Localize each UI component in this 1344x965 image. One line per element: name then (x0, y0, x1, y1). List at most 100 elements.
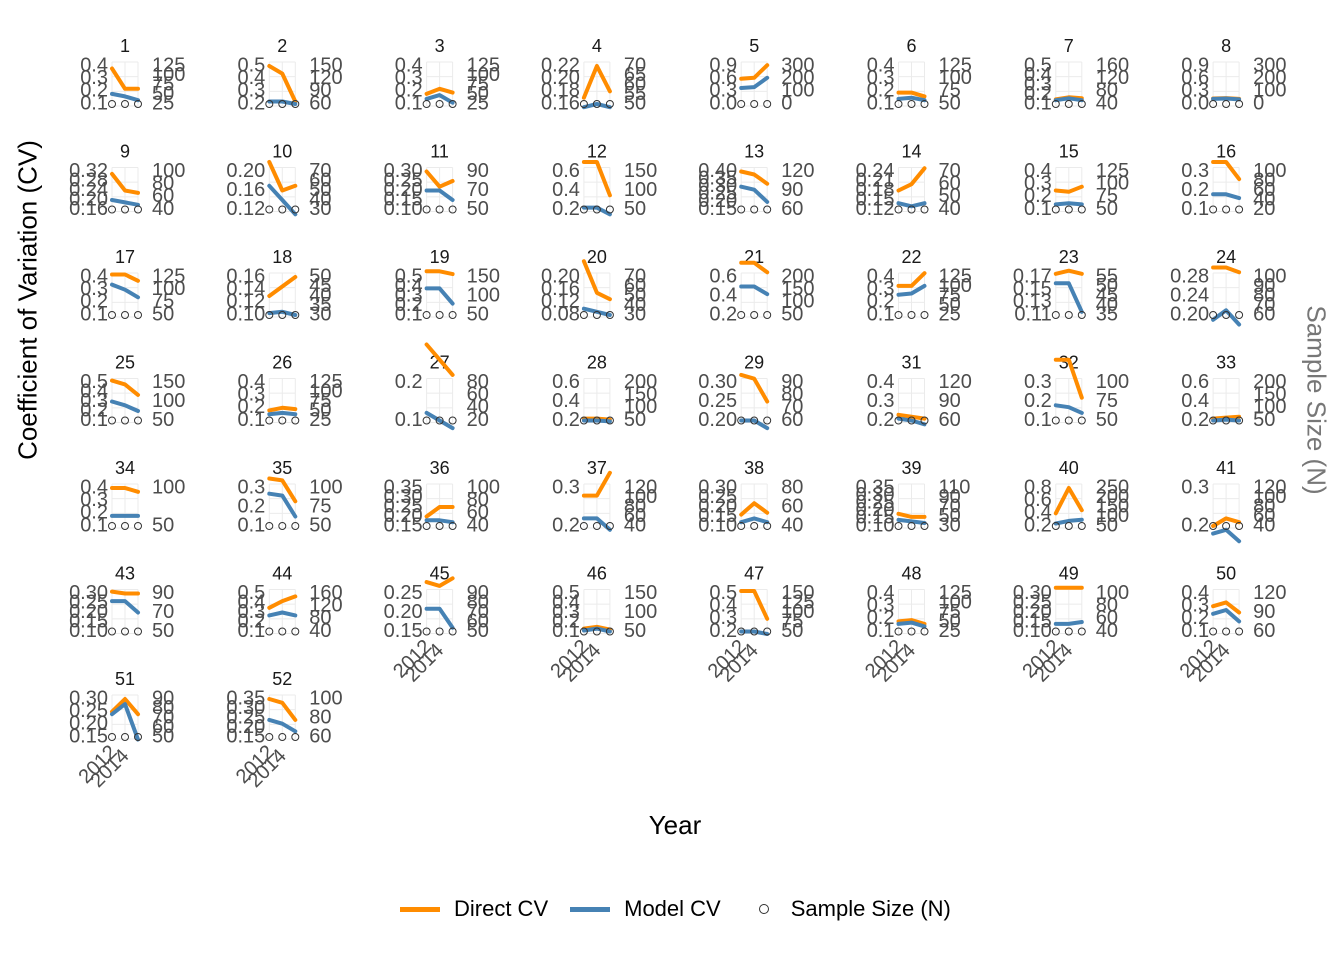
y-tick-label: 0.15 (698, 198, 737, 220)
sample-size-point (1077, 100, 1086, 108)
y2-tick-label: 100 (624, 486, 657, 508)
y2-tick-label: 80 (1253, 284, 1275, 306)
facet-strip-label: 45 (430, 564, 450, 584)
sample-size-point (108, 311, 116, 319)
direct-cv-line (1211, 516, 1242, 528)
y2-tick-label: 55 (624, 83, 646, 105)
y2-tick-label: 80 (467, 371, 489, 393)
sample-size-point (579, 100, 588, 108)
model-cv-line (267, 717, 298, 734)
y2-tick-label: 60 (1096, 607, 1118, 629)
y2-tick-label: 40 (624, 294, 646, 316)
y-tick-label: 0.0 (1181, 92, 1209, 114)
y2-tick-label: 50 (309, 265, 331, 287)
sample-size-point (1051, 522, 1060, 530)
sample-size-point (1222, 311, 1231, 319)
legend-label-direct: Direct CV (454, 896, 549, 921)
y2-tick-label: 90 (781, 179, 803, 201)
y2-tick-label: 100 (152, 476, 185, 498)
legend-label-model: Model CV (624, 896, 721, 921)
y2-tick-label: 100 (1253, 396, 1286, 418)
sample-size-point (435, 522, 444, 530)
y-tick-label: 0.20 (226, 160, 265, 182)
y2-tick-label: 45 (309, 275, 331, 297)
y2-tick-label: 60 (309, 725, 331, 747)
y-tick-label: 0.25 (226, 706, 265, 728)
model-cv-line (581, 626, 612, 634)
direct-cv-line (110, 486, 140, 494)
y-tick-label: 0.9 (709, 54, 737, 76)
sample-size-point (1222, 205, 1231, 214)
y-tick-label: 0.30 (856, 484, 895, 506)
y2-tick-label: 150 (781, 278, 814, 300)
sample-size-point (121, 733, 129, 741)
y2-tick-label: 60 (624, 73, 646, 95)
y2-tick-label: 50 (152, 620, 174, 642)
sample-size-point (291, 416, 300, 425)
y2-tick-label: 200 (1096, 486, 1129, 508)
sample-size-point (422, 416, 431, 425)
y2-tick-label: 50 (939, 610, 961, 632)
sample-size-point (894, 311, 903, 319)
y2-tick-label: 100 (152, 64, 185, 86)
sample-size-point (1209, 311, 1218, 319)
y2-tick-label: 55 (1096, 265, 1118, 287)
y2-tick-label: 125 (1096, 160, 1129, 182)
y-tick-label: 0.2 (1024, 390, 1052, 412)
facet-strip-label: 23 (1059, 247, 1079, 267)
y2-tick-label: 90 (939, 390, 961, 412)
y-tick-label: 0.3 (237, 80, 265, 102)
y2-tick-label: 0 (1253, 92, 1264, 114)
sample-size-point (763, 205, 772, 214)
model-cv-line (1053, 96, 1084, 103)
sample-size-point (121, 522, 129, 530)
y2-tick-label: 35 (309, 294, 331, 316)
y2-tick-label: 100 (939, 591, 972, 613)
y-tick-label: 0.4 (552, 390, 580, 412)
model-cv-line (110, 91, 140, 103)
y-tick-label: 0.3 (1024, 172, 1052, 194)
sample-size-point (448, 522, 457, 530)
direct-cv-line (110, 589, 140, 596)
sample-size-point (592, 627, 601, 636)
y-tick-label: 0.4 (1024, 64, 1052, 86)
sample-size-point (1051, 416, 1060, 425)
sample-size-point (1064, 311, 1073, 319)
y2-tick-label: 60 (467, 502, 489, 524)
facet-strip-label: 11 (430, 142, 449, 162)
y-tick-label: 0.16 (541, 278, 580, 300)
direct-cv-line (739, 63, 770, 81)
y2-tick-label: 25 (939, 620, 961, 642)
y-tick-label: 0.35 (856, 476, 895, 498)
y-tick-label: 0.12 (226, 291, 265, 313)
y2-tick-label: 50 (1253, 409, 1275, 431)
facet-strip-label: 33 (1216, 353, 1236, 373)
y2-tick-label: 300 (781, 54, 814, 76)
y-tick-label: 0.4 (867, 54, 895, 76)
y2-tick-label: 100 (1253, 160, 1286, 182)
facet-strip-label: 50 (1216, 564, 1236, 584)
y-tick-label: 0.40 (698, 160, 737, 182)
sample-size-point (1064, 522, 1073, 530)
y-tick-label: 0.2 (552, 198, 580, 220)
sample-size-point (121, 627, 129, 636)
y2-tick-label: 80 (467, 591, 489, 613)
sample-size-point (1077, 627, 1086, 636)
y2-tick-label: 45 (1096, 284, 1118, 306)
y2-tick-label: 80 (1096, 80, 1118, 102)
sample-size-point (121, 311, 129, 319)
y2-tick-label: 120 (624, 476, 657, 498)
y-tick-label: 0.6 (709, 67, 737, 89)
sample-size-point (121, 100, 129, 108)
model-cv-line (896, 416, 927, 427)
y2-tick-label: 125 (939, 54, 972, 76)
sample-size-point (605, 100, 614, 108)
sample-size-point (750, 416, 759, 425)
direct-cv-line (424, 86, 455, 96)
